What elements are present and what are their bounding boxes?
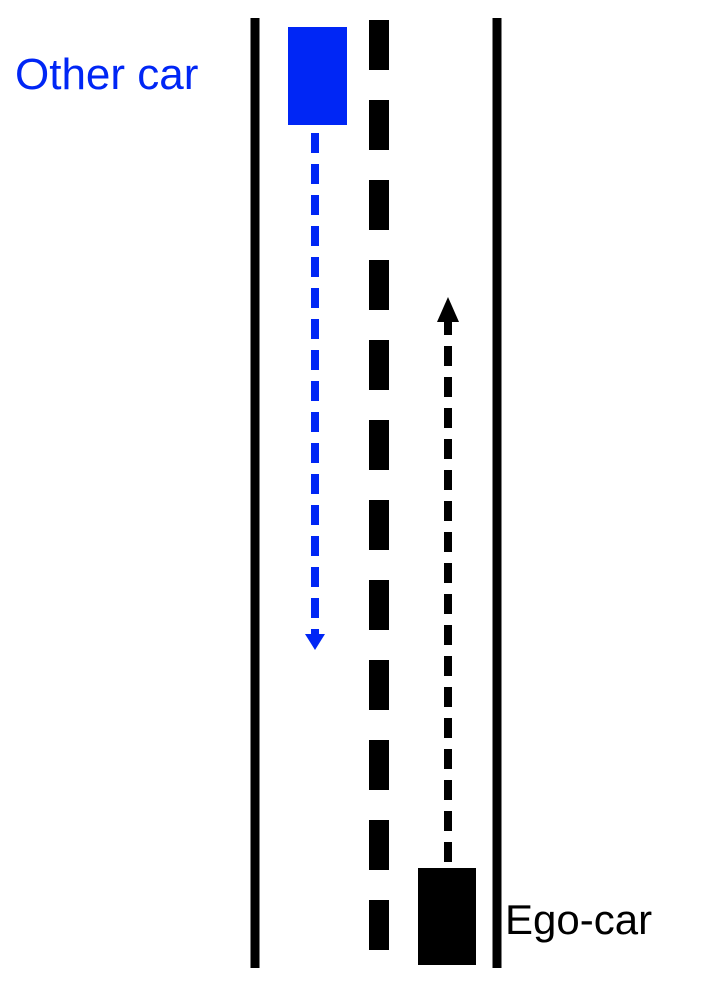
center-dash: [369, 20, 389, 70]
center-dash: [369, 100, 389, 150]
ego-car-block: [418, 868, 476, 965]
center-dash: [369, 900, 389, 950]
ego-car-label: Ego-car: [505, 896, 653, 943]
other-car-label: Other car: [15, 50, 199, 99]
center-dash: [369, 820, 389, 870]
center-dash: [369, 180, 389, 230]
other-car-block: [288, 27, 347, 125]
center-dash: [369, 260, 389, 310]
center-dash: [369, 660, 389, 710]
center-dash: [369, 340, 389, 390]
ego-car-arrowhead: [437, 297, 459, 322]
center-dash: [369, 420, 389, 470]
other-car-arrowhead: [305, 634, 325, 650]
center-lane-divider: [369, 20, 389, 950]
center-dash: [369, 580, 389, 630]
center-dash: [369, 740, 389, 790]
center-dash: [369, 500, 389, 550]
